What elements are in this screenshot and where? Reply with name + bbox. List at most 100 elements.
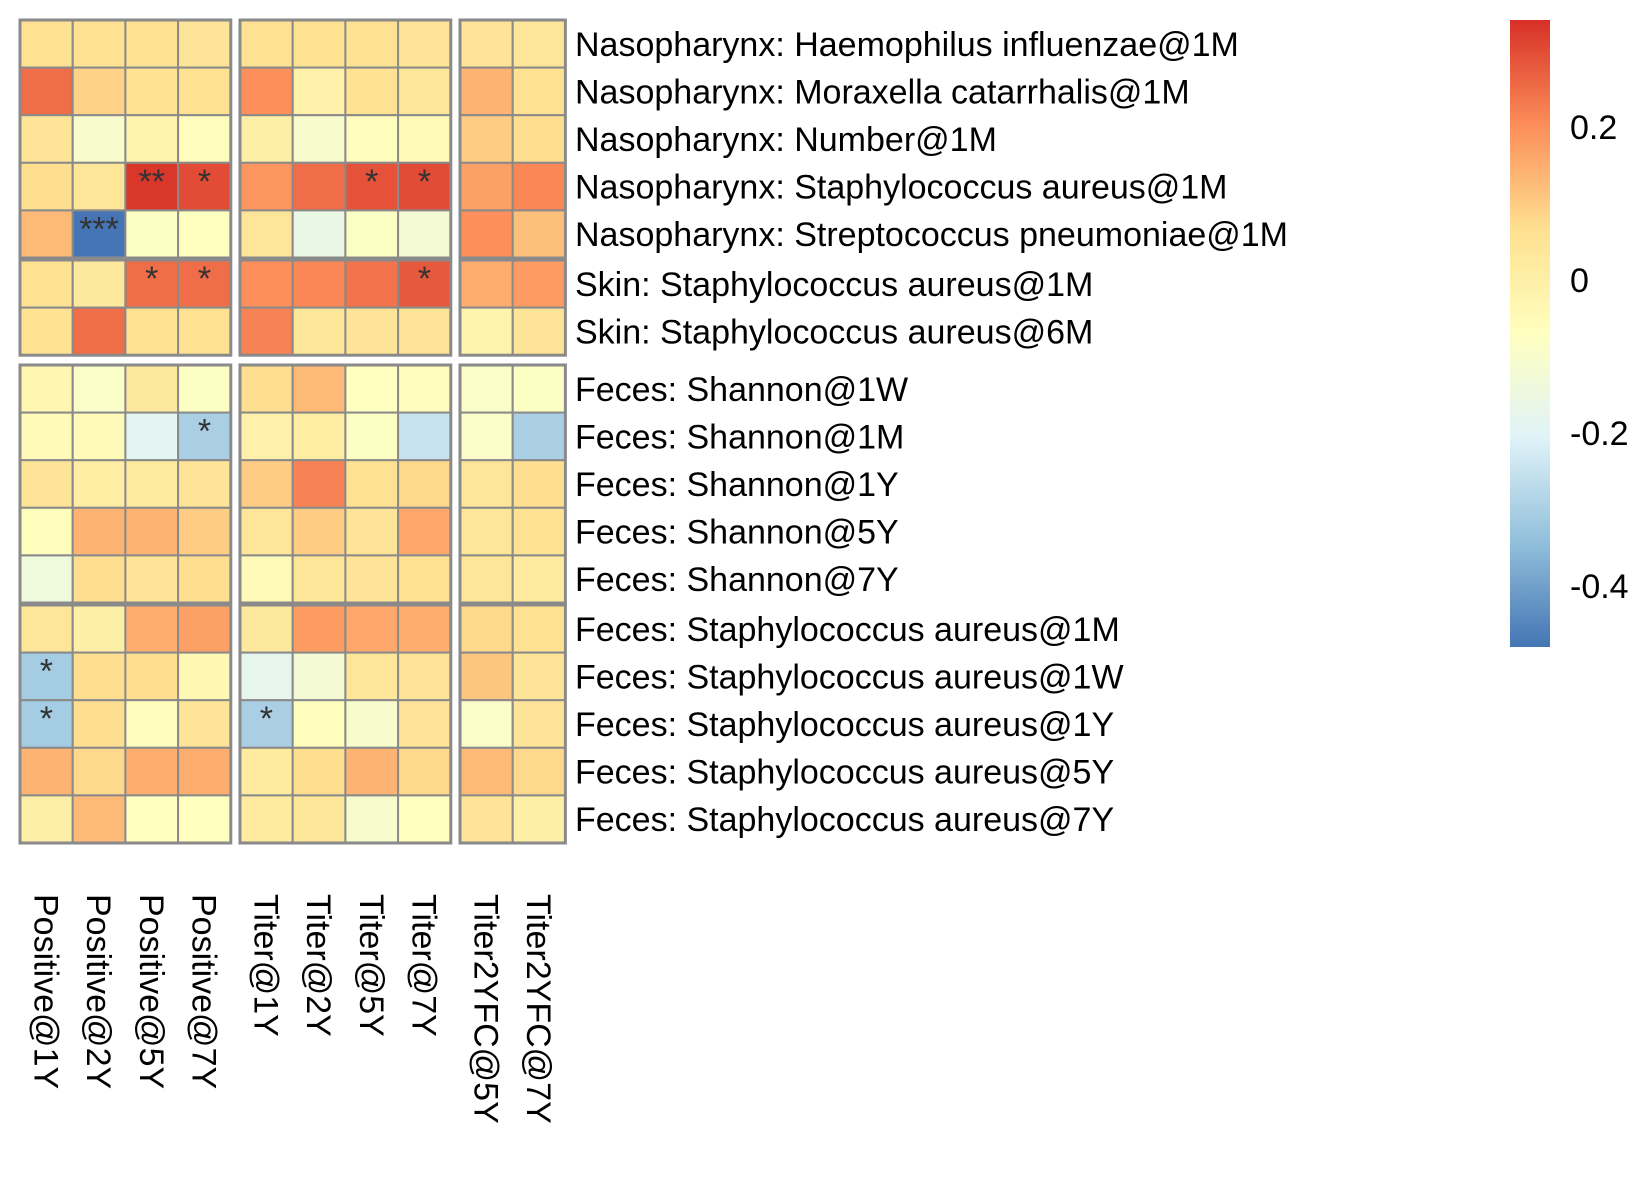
heatmap-cell xyxy=(511,506,567,557)
heatmap-cell xyxy=(291,604,347,654)
heatmap-cell xyxy=(344,411,400,462)
heatmap-cell xyxy=(71,651,127,702)
heatmap-cell xyxy=(459,114,514,164)
heatmap-cell xyxy=(71,259,127,309)
row-label: Feces: Staphylococcus aureus@5Y xyxy=(575,754,1114,792)
heatmap-cell xyxy=(459,651,514,702)
heatmap-cell xyxy=(239,306,294,357)
heatmap-cell xyxy=(291,794,347,845)
heatmap-cell xyxy=(124,746,180,797)
heatmap-cell xyxy=(239,506,294,557)
heatmap-cell xyxy=(291,746,347,797)
heatmap-cell xyxy=(177,506,232,557)
heatmap-cell xyxy=(177,19,232,69)
heatmap-cell xyxy=(239,364,294,414)
heatmap-cell xyxy=(459,746,514,797)
significance-star: * xyxy=(365,163,378,201)
heatmap-cell xyxy=(511,114,567,164)
heatmap-cell xyxy=(71,114,127,164)
heatmap-cell xyxy=(124,114,180,164)
heatmap-cell xyxy=(459,506,514,557)
heatmap-cell xyxy=(239,114,294,164)
row-label: Nasopharynx: Moraxella catarrhalis@1M xyxy=(575,73,1190,111)
heatmap-cell xyxy=(511,699,567,749)
colorbar-gradient xyxy=(1510,20,1550,647)
row-label: Nasopharynx: Streptococcus pneumoniae@1M xyxy=(575,216,1288,254)
heatmap-cell xyxy=(71,506,127,557)
heatmap-cell xyxy=(511,19,567,69)
heatmap-cell xyxy=(291,306,347,357)
significance-star: * xyxy=(260,700,273,738)
heatmap-cell xyxy=(397,209,452,259)
significance-star: * xyxy=(418,260,431,298)
panel-border xyxy=(18,363,233,605)
heatmap-cell xyxy=(19,66,74,117)
panel-border xyxy=(458,603,567,845)
heatmap-cell xyxy=(291,699,347,749)
heatmap-cell xyxy=(19,411,74,462)
row-label: Feces: Staphylococcus aureus@7Y xyxy=(575,801,1114,839)
significance-star: ** xyxy=(139,163,165,201)
heatmap-cell xyxy=(344,794,400,845)
heatmap-cell xyxy=(19,364,74,414)
heatmap-cell xyxy=(124,19,180,69)
heatmap-cell xyxy=(19,114,74,164)
panel-border xyxy=(18,603,233,845)
panel-border xyxy=(238,18,453,260)
heatmap-cell xyxy=(511,306,567,357)
heatmap-cell xyxy=(344,209,400,259)
panel-border xyxy=(238,603,453,845)
heatmap-cell xyxy=(511,604,567,654)
heatmap-cell xyxy=(397,364,452,414)
heatmap-cell xyxy=(291,506,347,557)
heatmap-cell xyxy=(19,604,74,654)
row-label: Feces: Staphylococcus aureus@1M xyxy=(575,611,1120,649)
heatmap-cell xyxy=(71,459,127,509)
panel-border xyxy=(238,363,453,605)
significance-star: * xyxy=(418,163,431,201)
heatmap-cell xyxy=(124,554,180,605)
column-label: Titer2YFC@5Y xyxy=(466,894,504,1124)
heatmap-cell xyxy=(344,364,400,414)
heatmap-cell xyxy=(344,114,400,164)
heatmap-cell xyxy=(397,66,452,117)
heatmap-cell xyxy=(397,699,452,749)
heatmap-cell xyxy=(344,66,400,117)
heatmap-cell xyxy=(459,66,514,117)
row-labels: Nasopharynx: Haemophilus influenzae@1M Na… xyxy=(575,26,1288,839)
heatmap-cell xyxy=(397,306,452,357)
heatmap-cell xyxy=(459,794,514,845)
heatmap-cell xyxy=(19,161,74,212)
heatmap-cell xyxy=(291,554,347,605)
significance-star: * xyxy=(40,653,53,691)
heatmap-cell xyxy=(19,259,74,309)
heatmap-cell xyxy=(177,604,232,654)
heatmap-cell xyxy=(511,259,567,309)
heatmap-cell xyxy=(239,794,294,845)
heatmap-cell xyxy=(19,554,74,605)
heatmap-cell xyxy=(124,259,180,309)
heatmap-cell xyxy=(459,306,514,357)
heatmap-cell xyxy=(124,209,180,259)
heatmap-cell xyxy=(71,411,127,462)
column-label: Titer@1Y xyxy=(246,894,284,1037)
heatmap-cell xyxy=(459,209,514,259)
heatmap-cell xyxy=(124,364,180,414)
heatmap-cell xyxy=(124,506,180,557)
heatmap-cell xyxy=(459,699,514,749)
heatmap-cell xyxy=(459,459,514,509)
colorbar-tick-label: 0 xyxy=(1570,262,1589,300)
heatmap-cell xyxy=(459,604,514,654)
heatmap-cell xyxy=(239,604,294,654)
column-label: Titer@7Y xyxy=(404,894,442,1037)
row-label: Feces: Shannon@1Y xyxy=(575,466,899,504)
panel-border xyxy=(458,363,567,605)
heatmap-cell xyxy=(71,364,127,414)
heatmap-cell xyxy=(291,259,347,309)
colorbar-legend: 0.2 0 -0.2 -0.4 xyxy=(1510,20,1629,647)
heatmap-cell xyxy=(459,19,514,69)
heatmap-cell xyxy=(124,794,180,845)
significance-star: * xyxy=(198,413,211,451)
heatmap-cell xyxy=(177,554,232,605)
